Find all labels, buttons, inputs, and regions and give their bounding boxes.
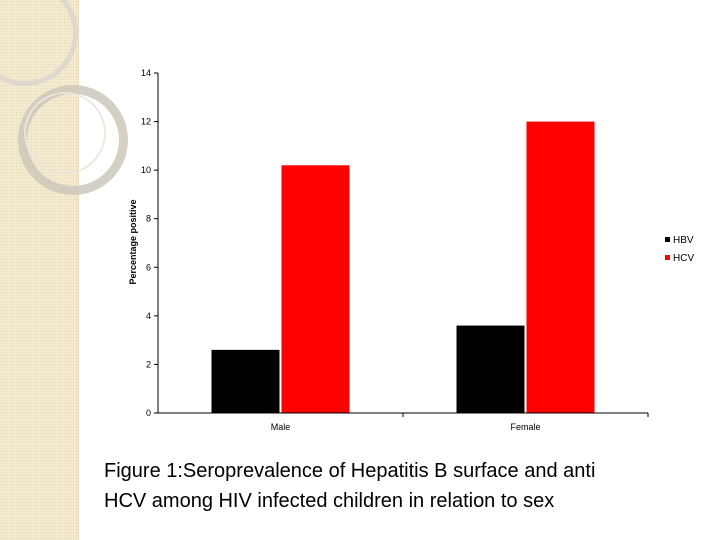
y-tick-label: 8 — [146, 214, 151, 224]
decorative-ring — [24, 92, 106, 174]
figure-caption: Figure 1:Seroprevalence of Hepatitis B s… — [104, 456, 714, 516]
bar-chart: Percentage positive 0 2 4 6 8 10 12 14 Male Femal… — [128, 68, 694, 432]
decorative-ring — [0, 0, 78, 86]
bar-hbv-female — [456, 325, 525, 413]
caption-line-2: HCV among HIV infected children in relat… — [104, 490, 555, 512]
y-tick-label: 14 — [141, 68, 151, 78]
y-tick-label: 2 — [146, 359, 151, 369]
y-tick-label: 10 — [141, 165, 151, 175]
bar-hbv-male — [211, 349, 280, 413]
x-tick-label: Male — [271, 422, 291, 432]
bar-hcv-male — [281, 165, 350, 413]
y-tick-label: 6 — [146, 262, 151, 272]
legend-label-hcv: HCV — [673, 253, 694, 264]
decorative-ring — [18, 85, 128, 195]
y-axis-label: Percentage positive — [128, 199, 138, 284]
y-tick-label: 12 — [141, 117, 151, 127]
y-tick-label: 0 — [146, 408, 151, 418]
caption-line-1: Figure 1:Seroprevalence of Hepatitis B s… — [104, 460, 596, 482]
legend-label-hbv: HBV — [673, 235, 694, 246]
bar-hcv-female — [526, 121, 595, 414]
legend-swatch-hcv — [665, 255, 670, 260]
y-tick-label: 4 — [146, 311, 151, 321]
legend-swatch-hbv — [665, 237, 670, 242]
decorative-side-band — [0, 0, 128, 540]
x-tick-label: Female — [510, 422, 540, 432]
